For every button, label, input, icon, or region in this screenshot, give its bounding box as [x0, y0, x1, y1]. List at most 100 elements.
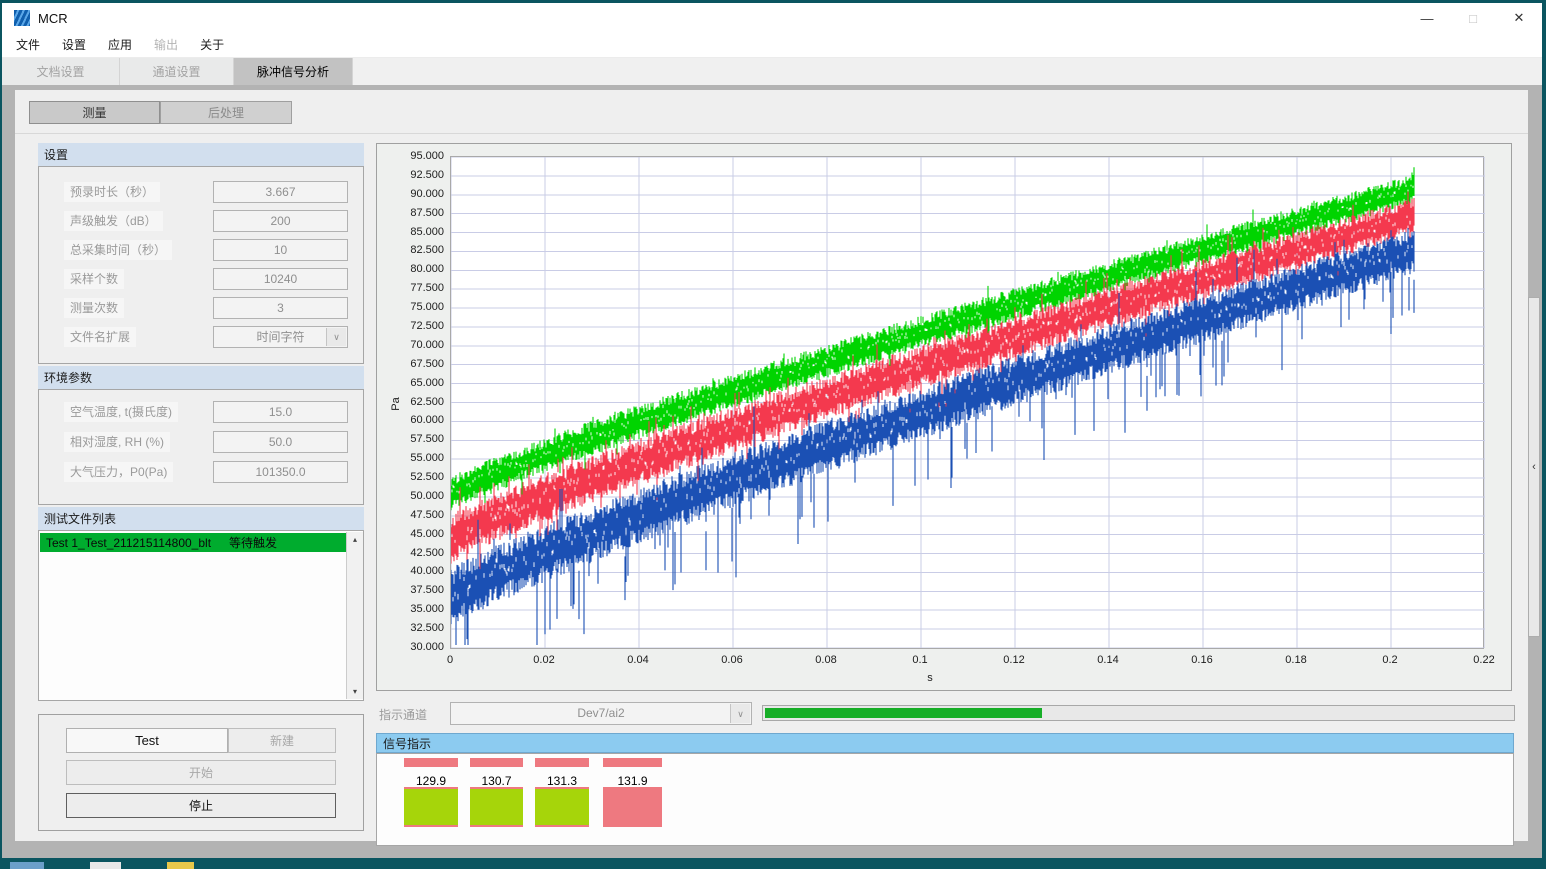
signal-level-box-0	[404, 787, 458, 827]
taskbar-icon-fragment	[167, 862, 194, 869]
y-tick-label: 62.500	[410, 395, 444, 408]
scroll-up-icon[interactable]: ▴	[352, 535, 357, 544]
setting-2-label: 总采集时间（秒）	[64, 240, 173, 260]
window-title: MCR	[38, 10, 68, 26]
side-panel-collapse-handle[interactable]: ‹	[1528, 297, 1540, 637]
env-0-label: 空气温度, t(摄氏度)	[64, 402, 178, 422]
x-tick-label: 0.12	[1003, 654, 1025, 666]
env-1-input[interactable]: 50.0	[213, 431, 348, 453]
setting-0-input[interactable]: 3.667	[213, 181, 348, 203]
menu-item-3[interactable]: 输出	[154, 38, 179, 52]
stop-button[interactable]: 停止	[66, 793, 336, 818]
taskbar-icon-fragment	[10, 862, 44, 869]
setting-4-input[interactable]: 3	[213, 297, 348, 319]
y-tick-label: 55.000	[410, 452, 444, 465]
signal-value-1: 130.7	[481, 774, 512, 788]
signal-level-box-2	[535, 787, 589, 827]
x-tick-label: 0	[446, 654, 454, 666]
setting-1-input[interactable]: 200	[213, 210, 348, 232]
file-list[interactable]: Test 1_Test_211215114800_blt 等待触发 ▴ ▾	[38, 530, 364, 701]
signal-level-box-3	[603, 787, 662, 827]
title-bar: MCR — □ ✕	[2, 3, 1542, 33]
menu-item-0[interactable]: 文件	[16, 38, 41, 52]
signal-value-0: 129.9	[415, 774, 447, 788]
y-tick-label: 95.000	[410, 150, 444, 162]
y-tick-label: 47.500	[410, 508, 444, 521]
x-axis-label: s	[927, 672, 933, 684]
signal-led-1	[470, 758, 523, 767]
settings-group-header: 设置	[38, 143, 364, 166]
separator	[15, 133, 1528, 134]
env-2-label: 大气压力，P0(Pa)	[64, 462, 174, 482]
signal-led-3	[603, 758, 662, 767]
y-tick-label: 72.500	[410, 319, 444, 332]
menu-item-4[interactable]: 关于	[200, 38, 225, 52]
signal-blue	[450, 228, 1415, 645]
maximize-button[interactable]: □	[1469, 10, 1477, 26]
file-name: Test 1_Test_211215114800_blt	[46, 535, 212, 550]
signal-value-3: 131.9	[617, 774, 648, 788]
environment-group-header: 环境参数	[38, 366, 364, 389]
controls-group-box	[38, 714, 364, 831]
chevron-down-icon[interactable]: ∨	[730, 704, 750, 723]
filename-extension-label: 文件名扩展	[64, 327, 137, 347]
taskbar-icon-fragment	[90, 862, 121, 869]
chevron-down-icon[interactable]: ∨	[326, 328, 346, 346]
env-0-input[interactable]: 15.0	[213, 401, 348, 423]
tab-0[interactable]: 文档设置	[2, 58, 120, 85]
file-list-header: 测试文件列表	[38, 507, 364, 530]
y-tick-label: 67.500	[410, 357, 444, 370]
signal-green	[450, 167, 1415, 517]
indicator-channel-dropdown[interactable]: Dev7/ai2 ∨	[450, 702, 752, 725]
x-tick-label: 0.02	[533, 654, 555, 666]
y-tick-label: 57.500	[410, 433, 444, 446]
y-tick-label: 52.500	[410, 471, 444, 484]
signal-level-box-1	[470, 787, 523, 827]
setting-4-label: 测量次数	[64, 298, 125, 318]
signal-panel-header: 信号指示	[376, 733, 1514, 753]
tab-1[interactable]: 通道设置	[120, 58, 234, 85]
setting-1-label: 声级触发（dB）	[64, 211, 163, 231]
y-tick-label: 40.000	[410, 565, 444, 578]
y-tick-label: 42.500	[410, 546, 444, 559]
setting-2-input[interactable]: 10	[213, 239, 348, 261]
minimize-button[interactable]: —	[1420, 10, 1434, 26]
x-tick-label: 0.22	[1473, 654, 1495, 666]
file-list-row[interactable]: Test 1_Test_211215114800_blt 等待触发	[40, 533, 346, 552]
y-tick-label: 70.000	[410, 338, 444, 351]
y-tick-label: 80.000	[410, 263, 444, 276]
environment-group-box	[38, 389, 364, 505]
y-tick-label: 90.000	[410, 187, 444, 200]
app-icon	[14, 10, 30, 26]
subtab-postprocess[interactable]: 后处理	[160, 101, 292, 124]
indicator-channel-label: 指示通道	[379, 708, 428, 722]
tab-2[interactable]: 脉冲信号分析	[234, 58, 353, 85]
y-tick-label: 60.000	[410, 414, 444, 427]
setting-3-input[interactable]: 10240	[213, 268, 348, 290]
signal-value-2: 131.3	[546, 774, 578, 788]
y-tick-label: 35.000	[410, 603, 444, 616]
y-tick-label: 75.000	[410, 301, 444, 314]
settings-group-box	[38, 166, 364, 364]
test-name-field[interactable]: Test	[66, 728, 228, 753]
new-button[interactable]: 新建	[228, 728, 336, 753]
x-tick-label: 0.14	[1097, 654, 1119, 666]
progress-fill	[765, 708, 1042, 718]
menu-item-1[interactable]: 设置	[62, 38, 87, 52]
menu-item-2[interactable]: 应用	[108, 38, 133, 52]
subtab-measure[interactable]: 测量	[29, 101, 160, 124]
y-tick-label: 82.500	[410, 244, 444, 257]
env-1-label: 相对湿度, RH (%)	[64, 432, 170, 452]
x-tick-label: 0.08	[815, 654, 837, 666]
file-list-scrollbar[interactable]: ▴ ▾	[346, 532, 363, 699]
start-button[interactable]: 开始	[66, 760, 336, 785]
filename-extension-dropdown[interactable]: 时间字符 ∨	[213, 326, 348, 348]
setting-3-label: 采样个数	[64, 269, 125, 289]
scroll-down-icon[interactable]: ▾	[352, 687, 357, 696]
y-tick-label: 32.500	[410, 622, 444, 635]
env-2-input[interactable]: 101350.0	[213, 461, 348, 483]
signal-led-0	[404, 758, 458, 767]
y-tick-label: 92.500	[410, 168, 444, 181]
acquisition-progress-bar	[762, 705, 1515, 721]
close-button[interactable]: ✕	[1513, 10, 1525, 25]
